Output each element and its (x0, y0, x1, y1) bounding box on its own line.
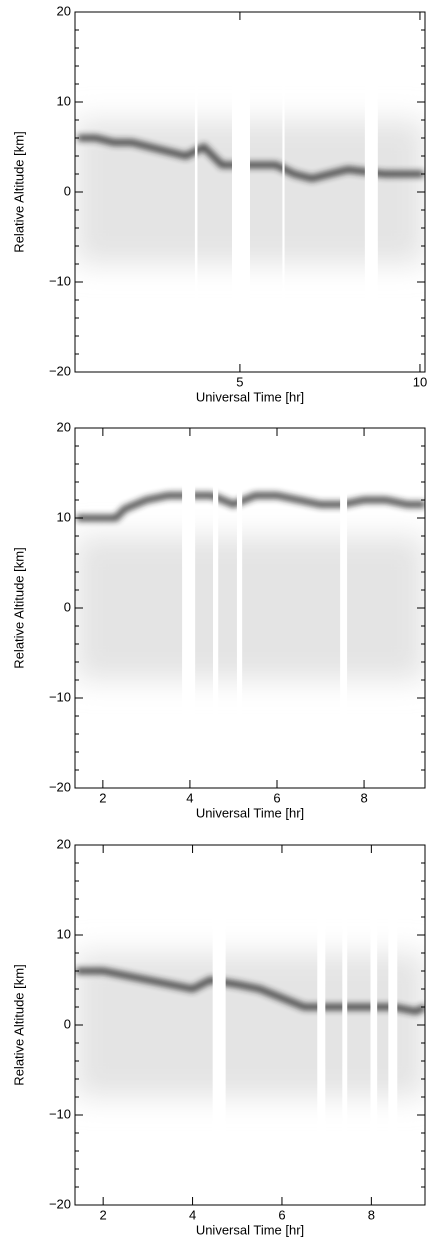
y-tick-label: −10 (49, 273, 71, 288)
data-gap (342, 845, 348, 1205)
data-gap (370, 845, 378, 1205)
y-tick-label: 20 (57, 419, 71, 434)
data-gap (388, 845, 398, 1205)
data-gap (212, 428, 219, 788)
data-gap (364, 12, 378, 372)
x-tick-label: 10 (413, 374, 427, 389)
y-axis-label: Relative Altitude [km] (11, 547, 26, 668)
x-axis-label: Universal Time [hr] (196, 389, 304, 404)
y-tick-label: 10 (57, 93, 71, 108)
x-tick-label: 5 (236, 374, 243, 389)
data-gap (182, 428, 196, 788)
y-axis-label: Relative Altitude [km] (11, 964, 26, 1085)
data-gap (317, 845, 326, 1205)
y-tick-label: −20 (49, 363, 71, 378)
y-tick-label: 10 (57, 509, 71, 524)
data-gap (194, 12, 198, 372)
y-axis-label: Relative Altitude [km] (11, 131, 26, 252)
x-tick-label: 8 (360, 790, 367, 805)
plot-area (75, 428, 425, 788)
x-axis-label: Universal Time [hr] (196, 1222, 304, 1237)
y-tick-label: 0 (64, 599, 71, 614)
layer (76, 492, 425, 522)
y-tick-label: −10 (49, 1106, 71, 1121)
y-tick-label: 10 (57, 926, 71, 941)
y-tick-label: −10 (49, 689, 71, 704)
x-tick-label: 4 (189, 1207, 196, 1222)
panel: −20 −10 0 10 20 2 4 6 8 Universal Time [hr] Relati… (11, 836, 426, 1237)
x-tick-label: 8 (368, 1207, 375, 1222)
data-gap (282, 12, 285, 372)
y-tick-label: −20 (49, 1196, 71, 1211)
layer (76, 967, 425, 1016)
data-gap (236, 428, 243, 788)
x-tick-label: 6 (273, 790, 280, 805)
x-axis-label: Universal Time [hr] (196, 805, 304, 820)
y-tick-label: 0 (64, 183, 71, 198)
y-tick-label: 0 (64, 1016, 71, 1031)
x-tick-label: 4 (186, 790, 193, 805)
data-gap (212, 845, 226, 1205)
plot-area (75, 845, 425, 1205)
plot-area (75, 12, 425, 372)
haze (75, 536, 425, 680)
y-tick-label: 20 (57, 3, 71, 18)
y-tick-label: −20 (49, 779, 71, 794)
x-tick-label: 6 (278, 1207, 285, 1222)
data-gap (231, 12, 250, 372)
data-gap (340, 428, 348, 788)
x-tick-label: 2 (99, 790, 106, 805)
panel: −20 −10 0 10 20 5 10 Universal Time [hr] Relativ… (11, 3, 427, 404)
y-tick-label: 20 (57, 836, 71, 851)
x-tick-label: 2 (100, 1207, 107, 1222)
panel: −20 −10 0 10 20 2 4 6 8 Universal Time [hr] Relati… (11, 419, 426, 820)
